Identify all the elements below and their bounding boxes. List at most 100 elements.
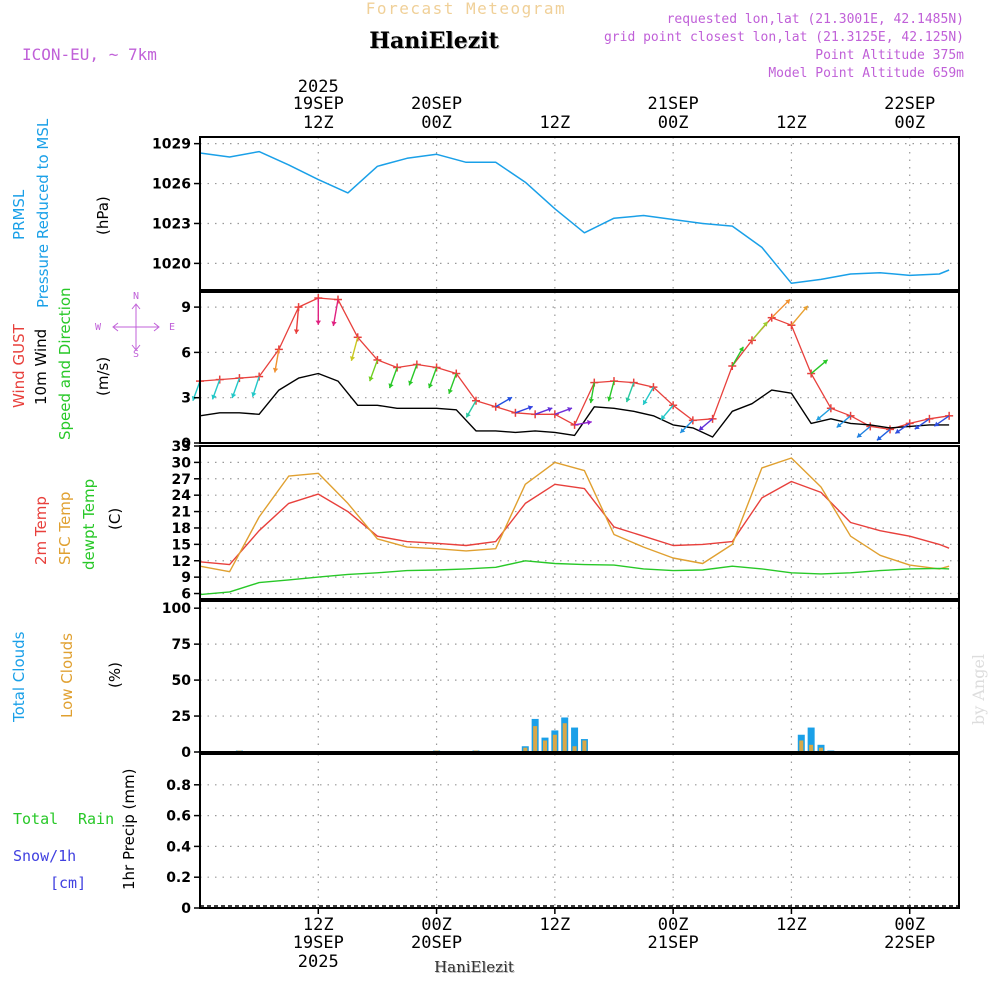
precipitation-ytick-label: 0.6 — [166, 809, 191, 825]
wind-barb-head — [738, 346, 744, 352]
snow-label: Snow/1h — [13, 847, 76, 865]
precip-axis-label: 1hr Precip (mm) — [120, 769, 138, 890]
temperature-ytick-label: 30 — [172, 455, 192, 471]
pressure-frame — [199, 136, 960, 291]
rain-total-label: Total — [13, 810, 58, 828]
temperature-ytick-label: 6 — [181, 587, 191, 603]
top-axis-hour: 12Z — [776, 113, 807, 133]
wind-barb — [332, 299, 339, 327]
wind-barb-head — [527, 405, 533, 411]
wind-barb-head — [408, 380, 414, 386]
wind-barb-head — [368, 376, 374, 382]
wind-barb-head — [934, 421, 940, 427]
wind-ytick-label: 3 — [181, 391, 191, 407]
temp-sfc-label: SFC Temp — [56, 492, 74, 565]
wind-barb-head — [293, 329, 300, 334]
low-cloud-bar — [523, 747, 528, 752]
requested-coords: requested lon,lat (21.3001E, 42.1485N) — [667, 12, 964, 27]
clouds-ytick-label: 50 — [172, 673, 192, 689]
clouds-ytick-label: 25 — [172, 709, 191, 725]
temperature-ytick-label: 33 — [172, 439, 191, 455]
wind-barb-head — [625, 397, 631, 403]
top-axis-date: 21SEP — [648, 94, 699, 114]
wind-barb-head — [507, 397, 513, 402]
temp-unit: (C) — [106, 508, 124, 530]
bottom-axis-date: 20SEP — [411, 933, 462, 953]
temperature-ytick-label: 18 — [172, 521, 191, 537]
wind-ytick-label: 6 — [181, 345, 191, 361]
axis-layer: 1020102310261029036969121518212427303302… — [152, 77, 935, 972]
pressure-label-prmsl: PRMSL — [10, 189, 28, 240]
precipitation-ytick-label: 0.8 — [166, 778, 191, 794]
total-cloud-bar — [571, 727, 579, 752]
top-axis-hour: 00Z — [894, 113, 925, 133]
low-cloud-bar — [533, 726, 538, 752]
pressure-ytick-label: 1029 — [152, 137, 191, 153]
total-cloud-bar — [807, 727, 815, 752]
bottom-axis-year: 2025 — [298, 952, 339, 972]
wind-barb-head — [231, 393, 237, 398]
forecast-title: Forecast Meteogram — [366, 0, 566, 18]
wind-unit: (m/s) — [94, 357, 112, 396]
top-axis-hour: 00Z — [421, 113, 452, 133]
wind-barb-head — [567, 407, 572, 412]
clouds-total-label: Total Clouds — [10, 631, 28, 723]
wind-barb-head — [607, 396, 613, 402]
rain-label: Rain — [78, 810, 114, 828]
wind-barb-head — [876, 435, 882, 441]
low-cloud-bar — [819, 747, 823, 752]
wind-barb — [771, 298, 791, 319]
wind-barb-head — [643, 399, 648, 405]
bottom-axis-hour: 12Z — [303, 915, 334, 935]
top-axis-date: 20SEP — [411, 94, 462, 114]
bottom-axis-date: 19SEP — [293, 933, 344, 953]
wind-barb-head — [816, 415, 822, 421]
wind-speed-dir-label: Speed and Direction — [56, 287, 74, 440]
low-cloud-bar — [799, 740, 804, 752]
wind-barb-head — [857, 432, 862, 438]
low-cloud-bar — [552, 734, 557, 752]
wind-barb-head — [803, 305, 808, 311]
data-layer — [191, 150, 954, 752]
precipitation-ytick-label: 0.4 — [166, 839, 191, 855]
top-axis-year: 2025 — [298, 77, 339, 97]
wind-ytick-label: 0 — [181, 436, 191, 452]
temp-sfc-line — [199, 457, 950, 573]
wind-barb-head — [762, 321, 768, 327]
model-point-altitude: Model Point Altitude 659m — [768, 66, 964, 81]
compass-n: N — [133, 291, 139, 302]
compass-e: E — [169, 322, 175, 333]
watermark: by Angel — [969, 654, 988, 725]
pressure-label-full: Pressure Reduced to MSL — [34, 118, 52, 308]
temperature-ytick-label: 15 — [172, 537, 191, 553]
low-cloud-bar — [582, 740, 587, 752]
wind-barb — [790, 305, 809, 326]
wind-barb-head — [836, 422, 842, 428]
point-altitude: Point Altitude 375m — [815, 48, 964, 63]
wind-barb-head — [466, 412, 471, 418]
pressure-line — [199, 150, 950, 285]
temp-dewpt-label: dewpt Temp — [80, 479, 98, 570]
bottom-axis-hour: 12Z — [539, 915, 570, 935]
bottom-axis-hour: 00Z — [658, 915, 689, 935]
wind-barb-head — [447, 388, 453, 394]
temp-dewpt-line — [199, 560, 950, 596]
compass-w: W — [95, 322, 102, 333]
wind-barb-head — [785, 299, 791, 305]
wind-barb-head — [315, 320, 321, 325]
bottom-axis-hour: 00Z — [894, 915, 925, 935]
clouds-ytick-label: 100 — [162, 601, 191, 617]
wind-barb-head — [587, 419, 592, 426]
low-cloud-bar — [809, 744, 814, 752]
wind-barb-head — [388, 383, 394, 389]
temperature-ytick-label: 27 — [172, 472, 191, 488]
wind-barb-head — [547, 407, 553, 412]
snow-unit: [cm] — [50, 874, 86, 892]
top-axis-hour: 00Z — [658, 113, 689, 133]
top-axis-hour: 12Z — [303, 113, 334, 133]
low-cloud-bar — [562, 723, 567, 752]
location-name: HaniElezit — [369, 28, 499, 54]
grid-point-coords: grid point closest lon,lat (21.3125E, 42… — [604, 30, 964, 45]
wind-barb — [295, 307, 300, 334]
